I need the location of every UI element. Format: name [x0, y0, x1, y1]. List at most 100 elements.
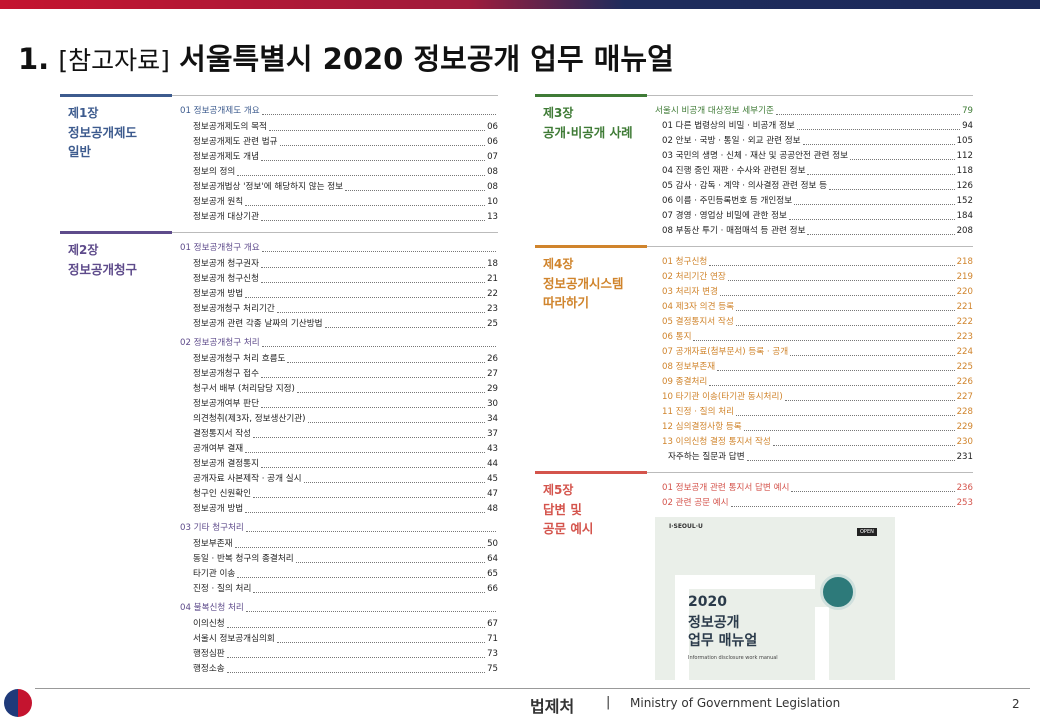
chapter-label: 제5장	[543, 483, 574, 497]
row-text: 06 통지	[662, 332, 692, 342]
leader	[796, 129, 961, 130]
leader	[260, 267, 486, 268]
leader	[261, 251, 496, 252]
cover-shape	[675, 575, 815, 680]
leader	[226, 672, 486, 673]
row-text: 정보공개 방법	[193, 504, 244, 514]
row-text: 청구인 신원확인	[193, 489, 252, 499]
leader	[788, 219, 955, 220]
toc-item: 정보공개 청구권자 18	[193, 257, 498, 270]
page-ref: 224	[956, 347, 973, 357]
page-ref: 25	[487, 319, 498, 329]
toc-item: 공개여부 결재 43	[193, 442, 498, 455]
leader	[790, 355, 955, 356]
cover-badge: OPEN	[857, 528, 877, 536]
page-ref: 06	[487, 137, 498, 147]
row-text: 13 이의신청 결정 통지서 작성	[662, 437, 771, 447]
page-ref: 29	[487, 384, 498, 394]
section-rule	[647, 246, 973, 247]
page-ref: 208	[956, 226, 973, 236]
chapter-rule	[535, 471, 647, 474]
row-text: 02 처리기간 연장	[662, 272, 726, 282]
page-ref: 218	[956, 257, 973, 267]
row-text: 01 정보공개 관련 통지서 답변 예시	[662, 483, 790, 493]
leader	[709, 385, 955, 386]
row-text: 04 제3자 의견 등록	[662, 302, 735, 312]
leader	[276, 642, 486, 643]
leader	[260, 407, 486, 408]
page-ref: 226	[956, 377, 973, 387]
page-ref: 37	[487, 429, 498, 439]
page-ref: 71	[487, 634, 498, 644]
title-number: 1.	[18, 42, 50, 76]
page-ref: 67	[487, 619, 498, 629]
toc-item: 01 다른 법령상의 비밀 · 비공개 정보 94	[662, 119, 973, 132]
group-heading: 03 기타 청구처리	[180, 521, 498, 534]
cover-subtitle: Information disclosure work manual	[688, 655, 778, 661]
row-text: 12 심의결정사항 등록	[662, 422, 742, 432]
row-text: 06 이름 · 주민등록번호 등 개인정보	[662, 196, 793, 206]
leader	[253, 497, 486, 498]
toc-item: 정보공개청구 처리 흐름도 26	[193, 352, 498, 365]
leader	[268, 130, 486, 131]
leader	[296, 392, 486, 393]
page-ref: 21	[487, 274, 498, 284]
row-text: 행정소송	[193, 664, 225, 674]
leader	[245, 531, 496, 532]
toc-item: 행정소송 75	[193, 662, 498, 675]
row-text: 정보공개청구 처리기간	[193, 304, 275, 314]
toc-item: 07 공개자료(첨부문서) 등록 · 공개 224	[662, 345, 973, 358]
leader	[237, 577, 486, 578]
cover: I·SEOUL·U OPEN 2020 정보공개 업무 매뉴얼 Informat…	[655, 517, 895, 680]
toc-item: 03 국민의 생명 · 신체 · 재산 및 공공안전 관련 정보 112	[662, 149, 973, 162]
leader	[693, 340, 955, 341]
leader	[736, 415, 955, 416]
row-text: 자주하는 질문과 답변	[668, 452, 745, 462]
section-rule	[647, 472, 973, 473]
chapter-rule	[60, 231, 172, 234]
toc-item: 청구서 배부 (처리담당 지정) 29	[193, 382, 498, 395]
toc-item: 08 부동산 투기 · 매점매석 등 관련 정보 208	[662, 224, 973, 237]
page-ref: 253	[956, 498, 973, 508]
cover-shape	[815, 607, 829, 680]
page-ref: 27	[487, 369, 498, 379]
page-ref: 08	[487, 167, 498, 177]
toc-item: 서울시 정보공개심의회 71	[193, 632, 498, 645]
row-text: 의견청취(제3자, 정보생산기관)	[193, 414, 306, 424]
toc-item: 진정 · 질의 처리 66	[193, 582, 498, 595]
section-rule	[172, 95, 498, 96]
leader	[245, 611, 496, 612]
leader	[295, 562, 486, 563]
toc-item: 04 진행 중인 재판 · 수사와 관련된 정보 118	[662, 164, 973, 177]
toc-item: 03 처리자 변경 220	[662, 285, 973, 298]
leader	[234, 547, 486, 548]
footer-logo	[4, 689, 32, 717]
row-text: 02 정보공개청구 처리	[180, 338, 260, 348]
row-text: 공개여부 결재	[193, 444, 244, 454]
leader	[735, 325, 955, 326]
page-ref: 10	[487, 197, 498, 207]
section-rule	[172, 232, 498, 233]
leader	[772, 445, 955, 446]
chapter-title: 일반	[68, 144, 92, 159]
leader	[727, 280, 955, 281]
toc-item: 정보공개 방법 22	[193, 287, 498, 300]
toc-item: 정보공개 청구신청 21	[193, 272, 498, 285]
top-stripe	[0, 0, 1040, 9]
row-text: 07 공개자료(첨부문서) 등록 · 공개	[662, 347, 789, 357]
toc-item: 02 안보 · 국방 · 통일 · 외교 관련 정보 105	[662, 134, 973, 147]
toc-item: 청구인 신원확인 47	[193, 487, 498, 500]
row-text: 03 기타 청구처리	[180, 523, 244, 533]
row-text: 서울시 정보공개심의회	[193, 634, 275, 644]
chapter-title: 정보공개청구	[68, 262, 138, 277]
group-heading: 02 정보공개청구 처리	[180, 336, 498, 349]
leader	[245, 452, 486, 453]
page-ref: 228	[956, 407, 973, 417]
page-number: 2	[1012, 697, 1020, 711]
row-text: 정보공개제도 개념	[193, 152, 259, 162]
leader	[794, 204, 955, 205]
row-text: 02 안보 · 국방 · 통일 · 외교 관련 정보	[662, 136, 801, 146]
toc-item: 05 결정통지서 작성 222	[662, 315, 973, 328]
leader	[279, 145, 486, 146]
